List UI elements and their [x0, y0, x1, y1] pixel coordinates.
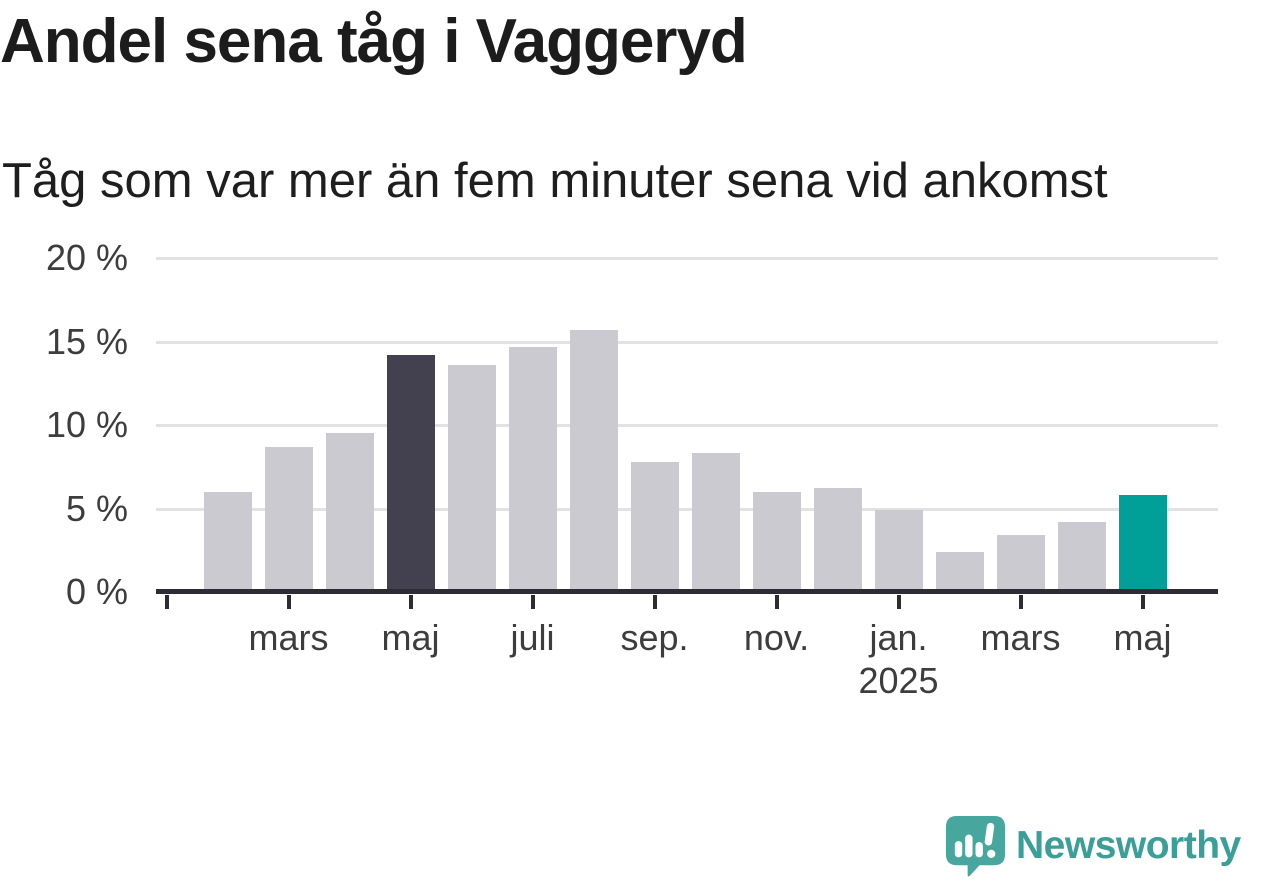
- x-axis-tick: [1018, 595, 1023, 609]
- bar-juli-2024: [508, 346, 557, 592]
- x-axis-tick: [530, 595, 535, 609]
- bar-mars-2024: [264, 446, 313, 592]
- chart-title: Andel sena tåg i Vaggeryd: [0, 7, 748, 76]
- y-axis-label: 10 %: [45, 404, 128, 445]
- bar-feb-2024: [203, 491, 252, 592]
- gridline-15: [156, 340, 1218, 344]
- x-axis-year-label: 2025: [858, 660, 939, 701]
- bar-dec-2024: [813, 488, 862, 592]
- bar-april-2025: [1057, 521, 1106, 592]
- chart-subtitle: Tåg som var mer än fem minuter sena vid …: [2, 154, 1108, 208]
- bar-jan-2025: [874, 510, 923, 592]
- bar-aug-2024: [569, 329, 618, 592]
- x-axis-label: juli: [510, 617, 555, 658]
- bar-maj-2025: [1118, 495, 1167, 592]
- x-axis-tick: [286, 595, 291, 609]
- bar-juni-2024: [447, 364, 496, 592]
- x-axis-label: jan.: [869, 617, 928, 658]
- y-axis-label: 15 %: [45, 320, 128, 362]
- gridline-20: [156, 257, 1218, 260]
- y-axis-label: 0 %: [65, 571, 128, 612]
- newsworthy-logo-icon: [945, 815, 1006, 877]
- x-axis-tick: [1140, 595, 1145, 609]
- bar-okt-2024: [691, 453, 740, 592]
- x-axis-tick: [164, 595, 169, 609]
- gridline-5: [156, 507, 1218, 511]
- x-axis-label: mars: [980, 617, 1061, 658]
- bar-maj-2024: [386, 354, 435, 592]
- bar-nov-2024: [752, 491, 801, 592]
- x-axis-line: [156, 589, 1218, 594]
- x-axis-tick: [408, 595, 413, 609]
- x-axis-label: mars: [248, 617, 329, 658]
- y-axis-label: 5 %: [65, 487, 128, 529]
- x-axis-label: maj: [381, 617, 440, 658]
- y-axis-label: 20 %: [45, 237, 128, 278]
- x-axis-label: sep.: [620, 617, 689, 658]
- bar-mars-2025: [996, 535, 1045, 592]
- newsworthy-logo: Newsworthy: [944, 814, 1241, 878]
- x-axis-label: nov.: [743, 617, 810, 658]
- newsworthy-brand-text: Newsworthy: [1016, 824, 1241, 867]
- gridline-10: [156, 424, 1218, 427]
- x-axis-tick: [774, 595, 779, 609]
- x-axis-tick: [896, 595, 901, 609]
- bar-april-2024: [325, 433, 374, 592]
- x-axis-tick: [652, 595, 657, 609]
- bar-sep-2024: [630, 461, 679, 592]
- bar-feb-2025: [935, 551, 984, 592]
- x-axis-label: maj: [1113, 617, 1172, 658]
